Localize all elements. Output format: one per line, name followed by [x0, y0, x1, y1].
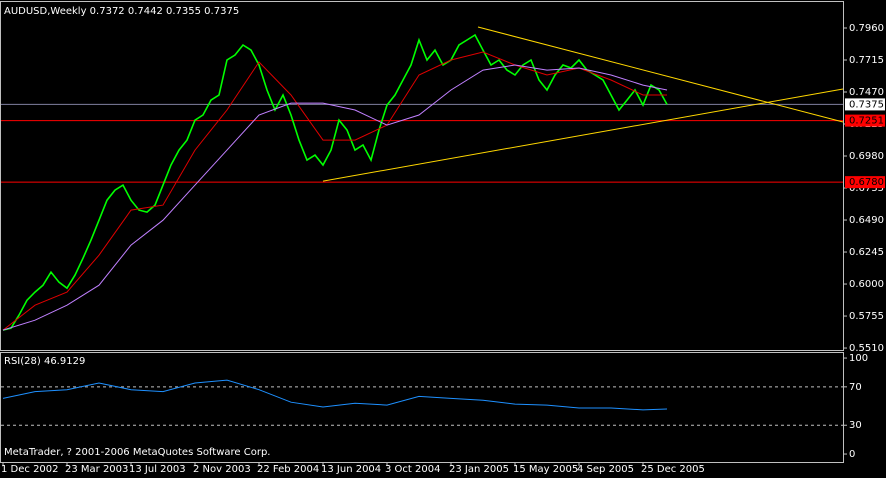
y-tick-label: 0.7960: [849, 23, 884, 34]
x-tick-label: 1 Dec 2002: [1, 464, 59, 475]
footer: MetaTrader, ? 2001-2006 MetaQuotes Softw…: [4, 447, 270, 458]
y-tick-label: 0.6245: [849, 247, 884, 258]
x-tick-label: 25 Dec 2005: [641, 464, 705, 475]
x-tick-label: 22 Feb 2004: [257, 464, 319, 475]
series-line: [2, 64, 668, 331]
y-tick-label: 0.6000: [849, 279, 884, 290]
y-tick-label: 0.7470: [849, 87, 884, 98]
x-tick-label: 3 Oct 2004: [385, 464, 440, 475]
price-label-box: [845, 98, 885, 111]
y-tick-label: 0.6980: [849, 151, 884, 162]
panel-title: RSI(28) 46.9129: [4, 356, 85, 367]
y-tick-label: 0.5510: [849, 343, 884, 354]
y-tick-label: 0.6490: [849, 215, 884, 226]
price-panel-frame: [0, 1, 844, 351]
panel-title: AUDUSD,Weekly 0.7372 0.7442 0.7355 0.737…: [4, 6, 239, 17]
y-tick-label: 30: [849, 420, 862, 431]
price-label: 0.7251: [849, 116, 884, 127]
series-line: [2, 51, 667, 331]
price-label: 0.6780: [849, 177, 884, 188]
series-line: [2, 379, 668, 411]
x-tick-label: 23 Mar 2003: [65, 464, 128, 475]
price-label: 0.7375: [849, 99, 884, 110]
x-tick-label: 2 Nov 2003: [193, 464, 251, 475]
y-tick-label: 0: [849, 449, 855, 460]
x-tick-label: 13 Jul 2003: [129, 464, 186, 475]
trendline: [322, 88, 844, 182]
y-tick-label: 0.7715: [849, 55, 884, 66]
x-tick-label: 15 May 2005: [513, 464, 578, 475]
x-tick-label: 23 Jan 2005: [449, 464, 509, 475]
trendline: [477, 26, 844, 123]
price-label-box: [845, 176, 885, 189]
rsi-panel-frame: [0, 352, 844, 463]
y-tick-label: 0.6735: [849, 183, 884, 194]
y-tick-label: 0.5755: [849, 311, 884, 322]
x-tick-label: 4 Sep 2005: [577, 464, 634, 475]
price-label-box: [845, 114, 885, 127]
y-tick-label: 70: [849, 382, 862, 393]
y-tick-label: 100: [849, 353, 868, 364]
x-tick-label: 13 Jun 2004: [321, 464, 381, 475]
